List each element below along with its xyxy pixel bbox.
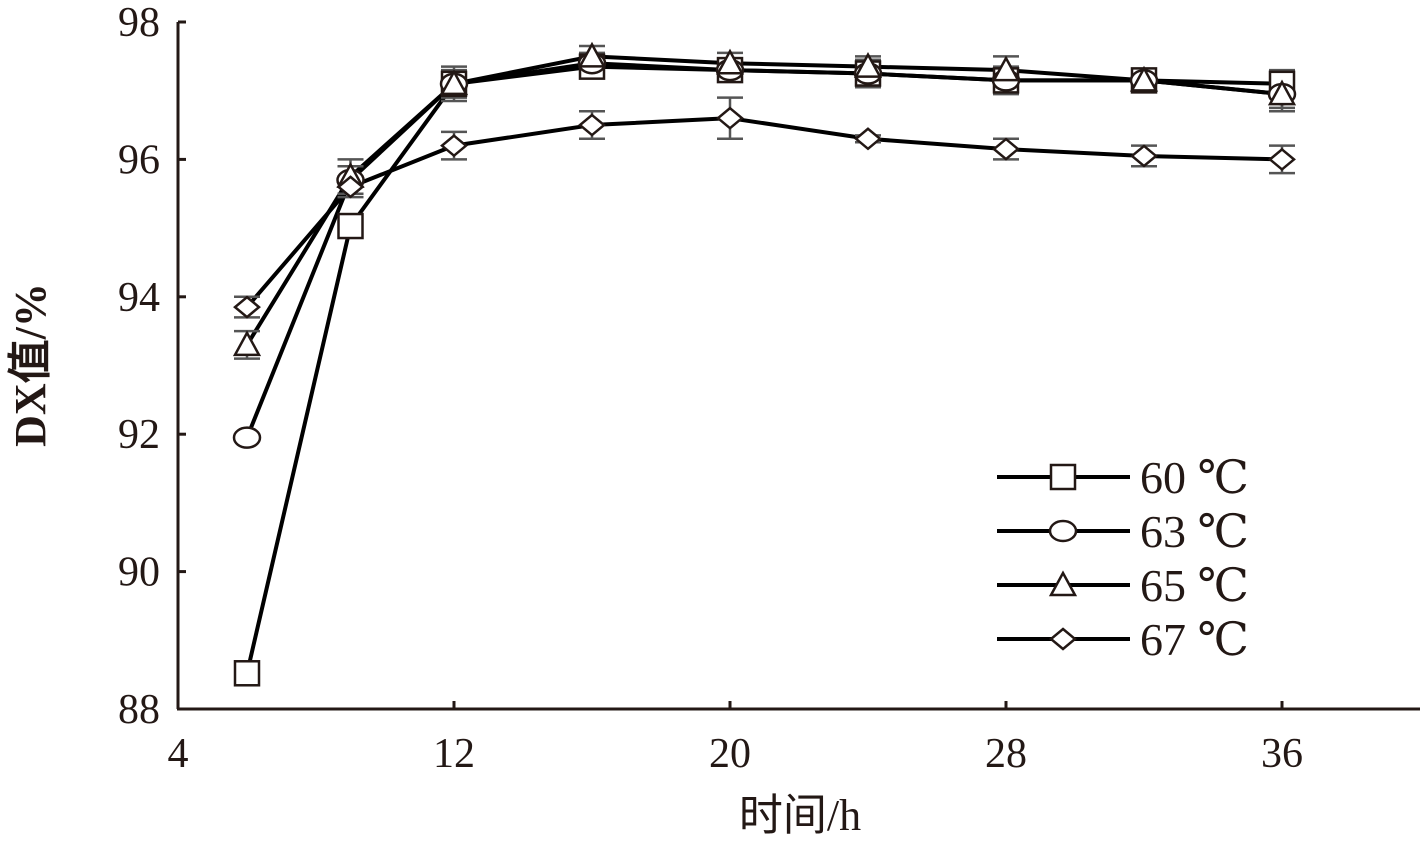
y-tick-label: 90 — [118, 550, 160, 596]
data-point — [1130, 144, 1158, 168]
series-line — [245, 54, 1283, 346]
legend-label: 63 ℃ — [1140, 506, 1249, 557]
data-point — [232, 426, 262, 449]
legend-marker — [1048, 570, 1078, 597]
y-tick-label: 98 — [118, 0, 160, 46]
data-point — [853, 52, 883, 78]
x-tick-label: 20 — [709, 731, 751, 777]
legend-label: 67 ℃ — [1140, 614, 1249, 665]
x-tick-label: 28 — [985, 731, 1027, 777]
data-point — [991, 55, 1021, 82]
data-point — [439, 69, 469, 96]
data-point — [578, 113, 606, 137]
series-line — [245, 61, 1283, 439]
legend-marker — [1049, 627, 1077, 651]
legend-marker — [1049, 463, 1077, 491]
data-point — [440, 134, 468, 158]
y-tick-label: 94 — [118, 275, 160, 321]
data-point — [715, 48, 745, 75]
series-line — [245, 64, 1283, 674]
data-point — [233, 295, 261, 319]
y-axis-title: DX值/% — [6, 283, 55, 447]
series-line — [245, 116, 1283, 309]
data-point — [992, 137, 1020, 161]
x-tick-label: 4 — [168, 731, 189, 777]
data-point — [854, 127, 882, 151]
x-tick-label: 36 — [1261, 731, 1303, 777]
legend-label: 60 ℃ — [1140, 452, 1249, 503]
data-point — [1267, 79, 1297, 106]
data-point — [1268, 147, 1296, 172]
data-point — [337, 212, 364, 240]
data-point — [233, 660, 261, 687]
data-point — [232, 330, 262, 357]
legend-label: 65 ℃ — [1140, 560, 1249, 611]
data-point — [577, 41, 607, 68]
data-point — [1129, 65, 1159, 92]
y-tick-label: 92 — [118, 412, 160, 458]
y-tick-label: 88 — [118, 687, 160, 733]
y-tick-label: 96 — [118, 137, 160, 183]
x-axis-title: 时间/h — [739, 791, 861, 840]
data-point — [336, 175, 365, 199]
data-point — [716, 106, 744, 130]
x-tick-label: 12 — [433, 731, 475, 777]
legend-marker — [1048, 519, 1078, 543]
